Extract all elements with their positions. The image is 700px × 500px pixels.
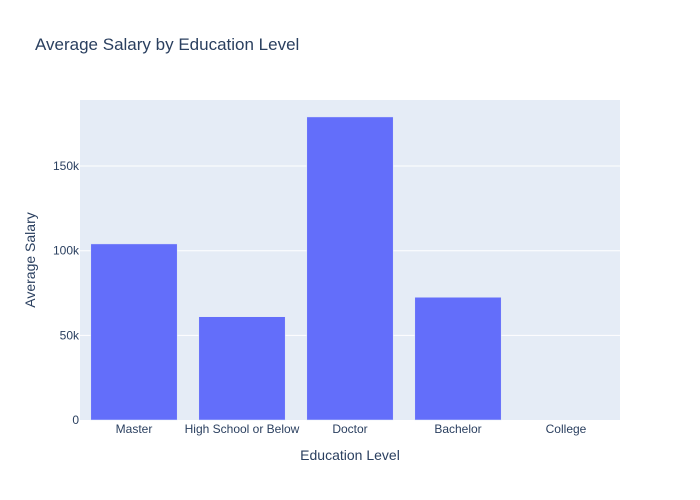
bars — [90, 116, 502, 421]
y-tick-label: 100k — [53, 244, 80, 258]
bar-doctor — [306, 116, 394, 421]
x-tick-label: Doctor — [332, 422, 367, 436]
y-axis-ticks: 0 50k 100k 150k — [53, 159, 80, 427]
bar-bachelor — [414, 296, 502, 421]
y-tick-label: 0 — [72, 413, 79, 427]
x-tick-label: High School or Below — [185, 422, 300, 436]
x-tick-label: Master — [116, 422, 153, 436]
x-tick-label: College — [546, 422, 587, 436]
y-tick-label: 150k — [53, 159, 80, 173]
bar-high-school-or-below — [198, 316, 286, 421]
x-tick-label: Bachelor — [434, 422, 481, 436]
x-axis-ticks: Master High School or Below Doctor Bachelor… — [116, 422, 587, 436]
y-axis-title: Average Salary — [22, 212, 38, 307]
x-axis-title: Education Level — [300, 447, 400, 463]
bar-master — [90, 243, 178, 421]
y-tick-label: 50k — [60, 328, 80, 342]
chart-title: Average Salary by Education Level — [35, 35, 299, 54]
